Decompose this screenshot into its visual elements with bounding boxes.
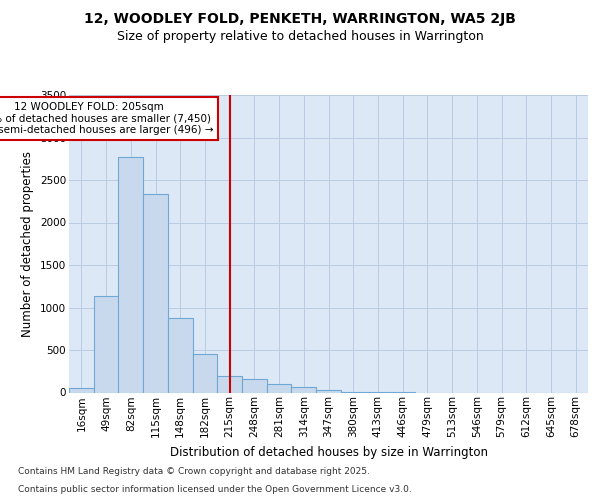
Bar — [217, 376, 242, 392]
Text: Contains public sector information licensed under the Open Government Licence v3: Contains public sector information licen… — [18, 485, 412, 494]
Bar — [242, 380, 267, 392]
Text: 12, WOODLEY FOLD, PENKETH, WARRINGTON, WA5 2JB: 12, WOODLEY FOLD, PENKETH, WARRINGTON, W… — [84, 12, 516, 26]
Bar — [316, 390, 341, 392]
Bar — [267, 384, 292, 392]
Bar — [143, 194, 168, 392]
Y-axis label: Number of detached properties: Number of detached properties — [22, 151, 34, 337]
Bar — [94, 296, 118, 392]
Text: 12 WOODLEY FOLD: 205sqm
← 94% of detached houses are smaller (7,450)
6% of semi-: 12 WOODLEY FOLD: 205sqm ← 94% of detache… — [0, 102, 213, 135]
Text: Contains HM Land Registry data © Crown copyright and database right 2025.: Contains HM Land Registry data © Crown c… — [18, 467, 370, 476]
Bar — [118, 157, 143, 392]
Bar — [292, 388, 316, 392]
Bar — [168, 318, 193, 392]
Bar — [193, 354, 217, 393]
Bar — [69, 388, 94, 392]
X-axis label: Distribution of detached houses by size in Warrington: Distribution of detached houses by size … — [170, 446, 487, 458]
Text: Size of property relative to detached houses in Warrington: Size of property relative to detached ho… — [116, 30, 484, 43]
